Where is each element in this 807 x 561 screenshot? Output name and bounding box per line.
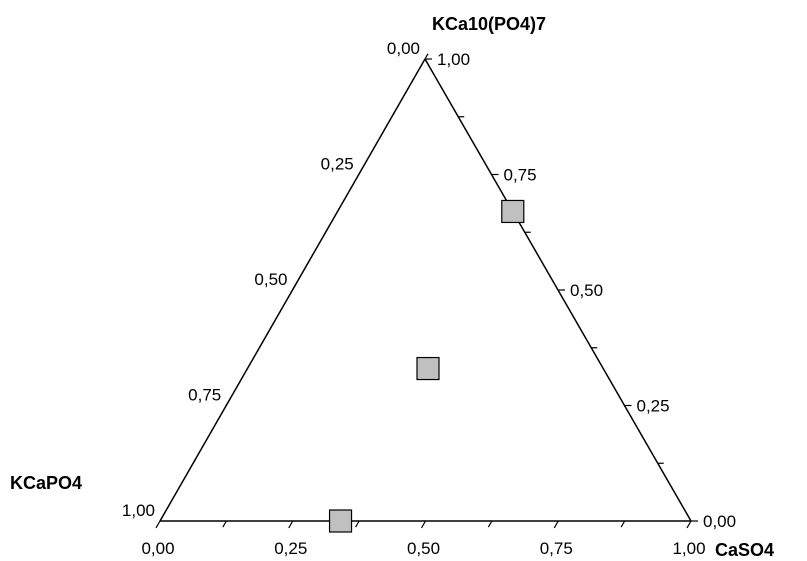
tick-bottom-7 [620,520,626,528]
tick-bottom-1 [222,520,227,528]
tick-left-8 [159,515,164,522]
tick-label-bottom-0: 0,00 [141,539,174,558]
tick-left-7 [192,458,197,464]
tick-label-bottom-3: 0,75 [540,539,573,558]
tick-left-1 [391,112,395,118]
tick-left-4 [291,284,297,291]
tick-label-bottom-1: 0,25 [274,539,307,558]
tick-label-right-0: 0,00 [703,512,736,531]
tick-bottom-4 [420,520,427,529]
tick-bottom-3 [355,520,360,528]
tick-bottom-2 [288,520,294,529]
ternary-ticks [155,53,698,529]
tick-label-right-3: 0,75 [504,166,537,185]
data-point-1 [416,356,440,381]
ternary-axes [159,58,692,522]
data-point-0 [501,199,525,224]
tick-label-left-4: 1,00 [122,501,155,520]
tick-label-left-0: 0,00 [387,39,420,58]
tick-label-right-2: 0,50 [570,281,603,300]
tick-left-6 [225,400,230,406]
tick-left-2 [358,169,363,175]
tick-label-bottom-4: 1,00 [672,539,705,558]
tick-left-0 [424,53,429,60]
tick-label-right-4: 1,00 [437,50,470,69]
vertex-label-top: KCa10(PO4)7 [432,14,546,34]
tick-label-left-1: 0,25 [321,155,354,174]
tick-bottom-0 [155,520,161,529]
tick-label-bottom-2: 0,50 [407,539,440,558]
tick-label-right-1: 0,25 [637,397,670,416]
tick-left-5 [258,343,263,349]
tick-label-left-3: 0,75 [188,386,221,405]
data-point-2 [328,509,353,533]
tick-label-left-2: 0,50 [254,270,287,289]
vertex-label-left: KCaPO4 [10,473,82,493]
tick-left-3 [325,227,329,233]
ternary-points [328,199,525,533]
ternary-tick-labels: 0,00 0,25 0,50 0,75 1,00 0,00 0,25 0,50 0,75 1,00… [122,39,736,558]
tick-bottom-5 [487,520,493,528]
tick-bottom-8 [686,520,692,529]
tick-bottom-6 [553,520,559,529]
vertex-label-right: CaSO4 [715,540,774,560]
